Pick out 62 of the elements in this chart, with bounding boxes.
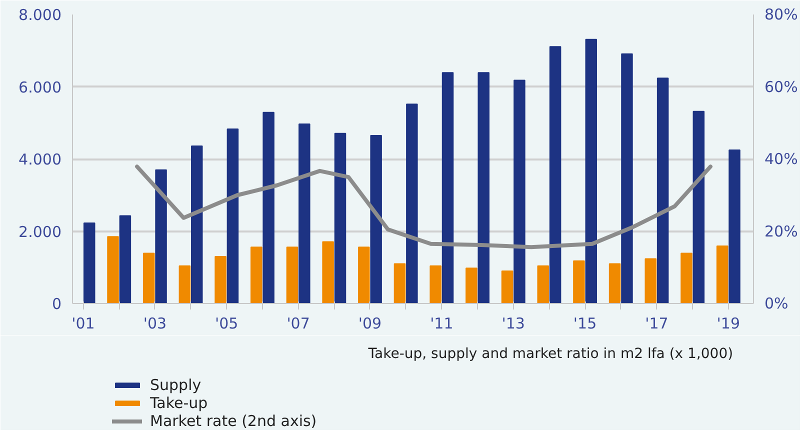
bar bbox=[537, 265, 549, 304]
x-tick-label: '07 bbox=[286, 314, 310, 332]
bar bbox=[644, 258, 657, 304]
bar bbox=[430, 265, 442, 304]
bar bbox=[406, 104, 418, 304]
bar bbox=[190, 145, 203, 304]
x-tick-label: '17 bbox=[645, 314, 668, 332]
text: Take-up, supply and market ratio in m2 lfa (x 1,000) bbox=[367, 346, 734, 362]
bar bbox=[573, 260, 585, 304]
legend-label: Take-up bbox=[150, 394, 208, 412]
y2-tick-label: 40% bbox=[764, 150, 798, 168]
bar bbox=[226, 128, 239, 304]
bar bbox=[466, 268, 478, 304]
x-tick-label: '01 bbox=[72, 314, 95, 332]
bar bbox=[514, 80, 526, 304]
y-tick-label: 2.000 bbox=[18, 222, 62, 241]
y2-tick-label: 60% bbox=[764, 78, 798, 96]
bar bbox=[692, 110, 705, 304]
bar bbox=[262, 112, 274, 304]
bar bbox=[608, 263, 621, 304]
bar bbox=[286, 246, 298, 304]
bar bbox=[656, 78, 669, 304]
bar bbox=[680, 252, 692, 304]
bar bbox=[394, 263, 406, 304]
bar bbox=[621, 53, 633, 304]
x-tick-label: '09 bbox=[358, 314, 382, 332]
bar bbox=[298, 123, 310, 304]
y-tick-label: 6.000 bbox=[18, 78, 62, 96]
bar bbox=[501, 270, 514, 304]
y-tick-label: 4.000 bbox=[18, 150, 62, 168]
bar bbox=[83, 222, 96, 304]
bar bbox=[716, 246, 728, 304]
bar bbox=[549, 46, 562, 304]
bar bbox=[442, 72, 454, 304]
bar bbox=[358, 246, 370, 304]
bar bbox=[155, 169, 167, 304]
y2-tick-label: 80% bbox=[764, 6, 798, 24]
y-tick-label: 0 bbox=[52, 295, 62, 313]
bar bbox=[585, 38, 598, 304]
bar bbox=[142, 252, 155, 304]
y2-tick-label: 20% bbox=[764, 222, 798, 240]
x-tick-label: '11 bbox=[430, 314, 454, 332]
x-tick-label: '13 bbox=[502, 314, 525, 332]
bar bbox=[178, 265, 191, 304]
bar bbox=[370, 135, 382, 304]
bar bbox=[478, 72, 490, 304]
bar bbox=[728, 149, 740, 304]
x-tick-label: '03 bbox=[143, 314, 167, 332]
legend-label: Supply bbox=[150, 376, 202, 394]
y-tick-label: 8.000 bbox=[18, 6, 62, 24]
x-tick-label: '19 bbox=[716, 314, 740, 332]
y2-tick-label: 0% bbox=[764, 294, 788, 312]
bar bbox=[322, 241, 334, 304]
bar bbox=[250, 246, 262, 304]
line-series bbox=[135, 164, 712, 250]
bar bbox=[107, 236, 119, 304]
legend-label: Market rate (2nd axis) bbox=[150, 412, 317, 430]
bar bbox=[119, 215, 132, 304]
bar bbox=[214, 256, 226, 304]
bar bbox=[334, 132, 346, 304]
x-tick-label: '05 bbox=[215, 314, 238, 332]
x-tick-label: '15 bbox=[573, 314, 597, 332]
